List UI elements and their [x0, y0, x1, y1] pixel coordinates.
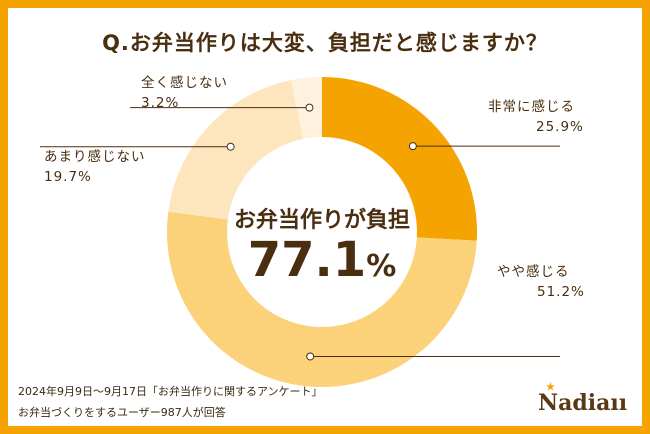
donut-slice-1: [166, 211, 477, 388]
donut-slice-0: [322, 77, 477, 241]
donut-slice-2: [168, 80, 304, 220]
slice-value: 3.2%: [141, 95, 180, 111]
footer-respondents: お弁当づくりをするユーザー987人が回答: [18, 406, 226, 419]
slice-name: 非常に感じる: [488, 99, 575, 115]
slice-label-1: やや感じる 51.2%: [497, 262, 585, 302]
nadia-logo: ★ Nadiaıı: [538, 382, 628, 416]
chart-title: Q.お弁当作りは大変、負担だと感じますか？: [102, 31, 548, 55]
center-label: お弁当作りが負担: [233, 208, 410, 233]
slice-value: 51.2%: [537, 284, 585, 300]
footer-survey-date: 2024年9月9日～9月17日「お弁当作りに関するアンケート」: [18, 385, 323, 398]
center-value: 77.1%: [222, 232, 422, 288]
slice-name: やや感じる: [497, 264, 570, 280]
slice-label-2: あまり感じない 19.7%: [44, 147, 146, 187]
leader-dot-3: [305, 103, 314, 112]
center-unit: %: [366, 249, 397, 284]
center-number: 77.1: [247, 232, 367, 288]
slice-value: 19.7%: [44, 169, 92, 185]
leader-dot-2: [226, 142, 235, 151]
cutlery-icon: ıı: [610, 390, 628, 416]
slice-name: あまり感じない: [44, 149, 146, 165]
leader-dot-0: [408, 142, 417, 151]
slice-label-0: 非常に感じる 25.9%: [488, 97, 584, 137]
slice-label-3: 全く感じない 3.2%: [141, 73, 228, 113]
leader-dot-1: [306, 352, 315, 361]
star-icon: ★: [546, 382, 555, 393]
slice-value: 25.9%: [536, 119, 584, 135]
slice-name: 全く感じない: [141, 75, 228, 91]
